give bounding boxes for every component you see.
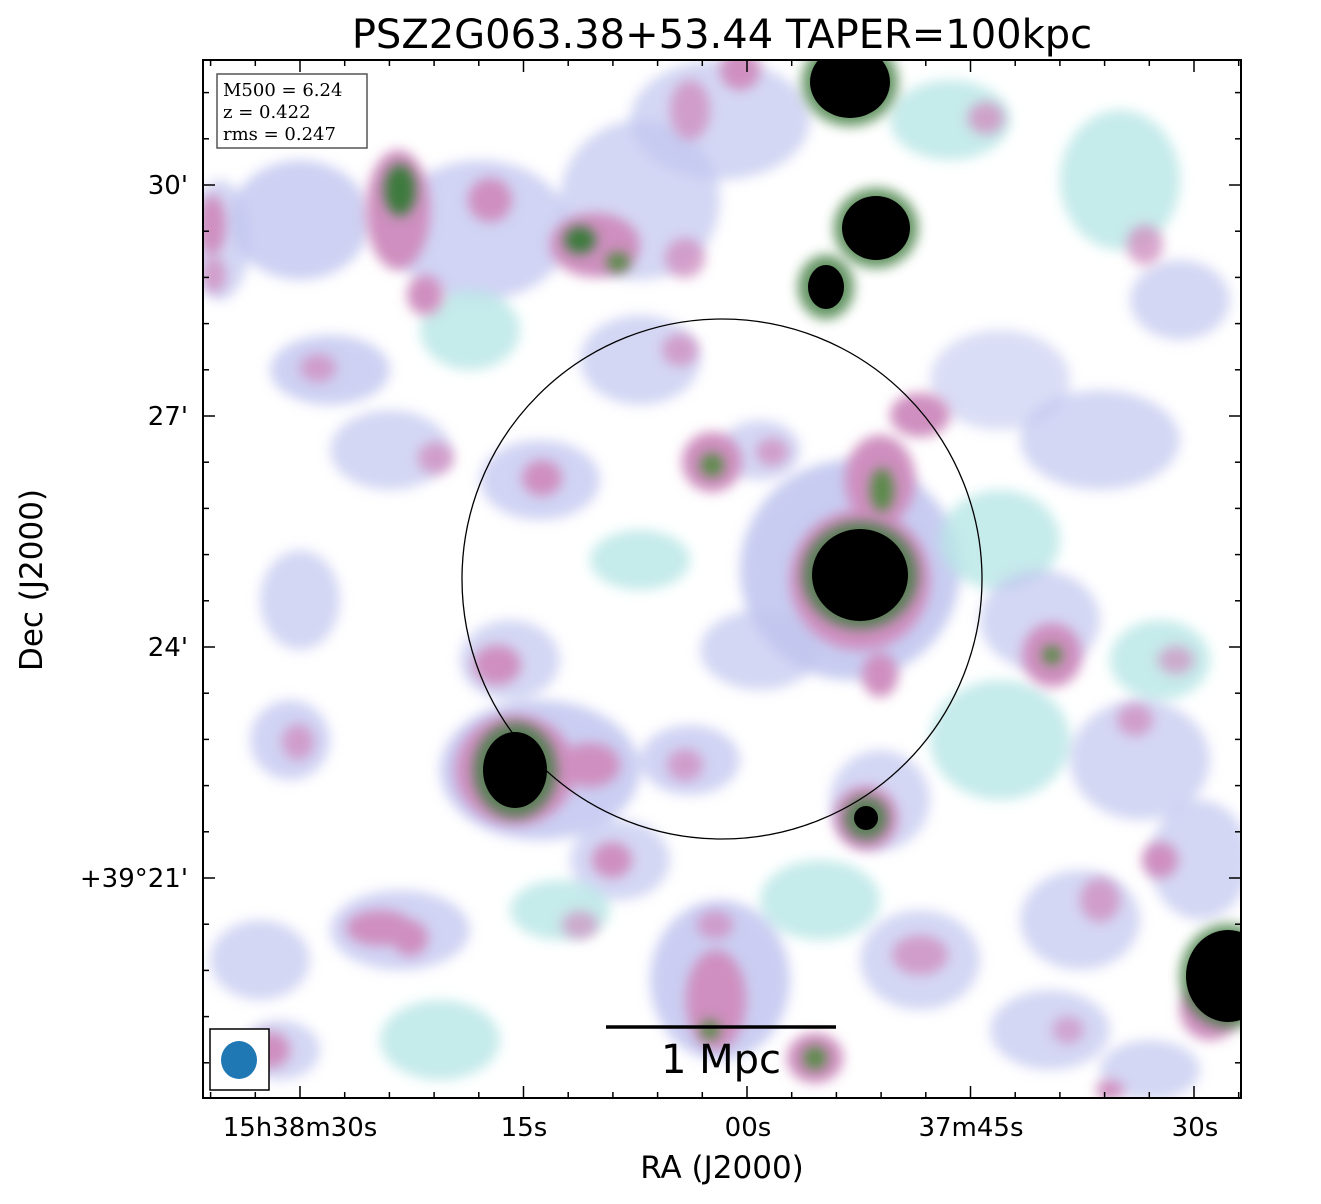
- r500-circle: [461, 318, 983, 840]
- y-tick-label: 24': [148, 633, 188, 663]
- beam-ellipse: [221, 1041, 257, 1079]
- scale-bar: 1 Mpc: [606, 1025, 836, 1083]
- x-tick-labels: 15h38m30s 15s 00s 37m45s 30s: [223, 1113, 1219, 1143]
- y-axis-label: Dec (J2000): [14, 489, 50, 671]
- y-tick-labels: 30' 27' 24' +39°21': [80, 171, 188, 894]
- y-tick-label: 30': [148, 171, 188, 201]
- x-tick-label: 00s: [725, 1113, 772, 1143]
- x-tick-label: 30s: [1172, 1113, 1219, 1143]
- x-tick-label: 15h38m30s: [223, 1113, 378, 1143]
- info-box: M500 = 6.24 z = 0.422 rms = 0.247: [216, 73, 368, 149]
- info-m500: M500 = 6.24: [223, 80, 342, 101]
- plot-title: PSZ2G063.38+53.44 TAPER=100kpc: [352, 12, 1092, 58]
- beam-indicator: [209, 1028, 270, 1091]
- plot-frame: [202, 59, 1242, 1099]
- info-redshift: z = 0.422: [223, 102, 311, 123]
- x-tick-label: 37m45s: [918, 1113, 1023, 1143]
- bright-sources: [473, 60, 1241, 1028]
- info-rms: rms = 0.247: [223, 124, 336, 145]
- x-tick-label: 15s: [501, 1113, 548, 1143]
- y-tick-label: 27': [148, 402, 188, 432]
- axis-ticks: [203, 60, 1241, 1098]
- scale-bar-label: 1 Mpc: [661, 1037, 781, 1083]
- radio-emission-map: [203, 60, 1241, 1098]
- x-axis-label: RA (J2000): [640, 1150, 804, 1186]
- y-tick-label: +39°21': [80, 864, 188, 894]
